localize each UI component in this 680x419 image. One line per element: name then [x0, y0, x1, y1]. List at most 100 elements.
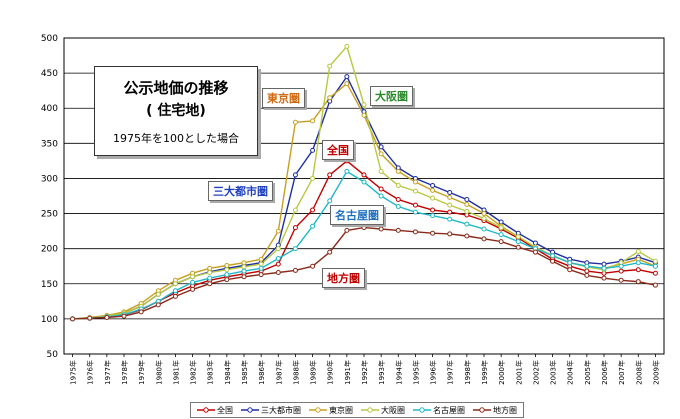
data-point-tokyo	[361, 112, 367, 118]
data-point-nagoya	[464, 221, 470, 227]
data-point-osaka	[172, 281, 178, 287]
data-point-tokyo	[292, 119, 298, 125]
data-point-tokyo	[481, 211, 487, 217]
data-point-sandai	[310, 147, 316, 153]
data-point-tokyo	[275, 228, 281, 234]
data-point-chiho	[395, 227, 401, 233]
data-point-osaka	[155, 291, 161, 297]
x-tick-label: 1983年	[206, 360, 215, 385]
chart-subtitle: ( 住宅地)	[146, 103, 206, 119]
data-point-chiho	[447, 231, 453, 237]
data-point-sandai	[464, 197, 470, 203]
data-point-nagoya	[515, 239, 521, 245]
data-point-chiho	[121, 313, 127, 319]
data-point-zenkoku	[275, 261, 281, 267]
x-tick-label: 2009年	[651, 360, 660, 385]
chart-note: 1975年を100とした場合	[113, 132, 239, 145]
x-tick-label: 1995年	[411, 360, 420, 385]
x-tick-label: 1984年	[223, 360, 232, 385]
data-point-zenkoku	[412, 202, 418, 208]
annotation-sandai: 三大都市圏	[208, 181, 273, 201]
data-point-sandai	[601, 261, 607, 267]
data-point-nagoya	[550, 253, 556, 259]
data-point-zenkoku	[618, 268, 624, 274]
data-point-chiho	[361, 225, 367, 231]
y-tick-label: 200	[41, 245, 58, 255]
data-point-tokyo	[378, 151, 384, 157]
data-point-osaka	[430, 195, 436, 201]
data-point-tokyo	[464, 201, 470, 207]
data-point-chiho	[532, 249, 538, 255]
data-point-chiho	[430, 230, 436, 236]
legend-swatch	[309, 407, 327, 413]
data-point-nagoya	[275, 255, 281, 261]
x-tick-label: 1986年	[257, 360, 266, 385]
x-tick-label: 2002年	[531, 360, 540, 385]
data-point-nagoya	[498, 232, 504, 238]
annotation-tokyo: 東京圏	[262, 88, 305, 108]
data-point-tokyo	[207, 265, 213, 271]
legend-swatch	[473, 407, 491, 413]
annotation-nagoya: 名古屋圏	[330, 205, 384, 225]
data-point-chiho	[327, 249, 333, 255]
data-point-chiho	[378, 226, 384, 232]
data-point-nagoya	[618, 263, 624, 269]
data-point-tokyo	[430, 187, 436, 193]
x-tick-label: 1981年	[171, 360, 180, 385]
data-point-nagoya	[310, 223, 316, 229]
series-points	[70, 43, 658, 322]
data-point-osaka	[344, 43, 350, 49]
x-tick-label: 1985年	[240, 360, 249, 385]
data-point-osaka	[190, 274, 196, 280]
y-tick-label: 150	[41, 280, 58, 290]
data-point-nagoya	[172, 288, 178, 294]
x-tick-label: 1994年	[394, 360, 403, 385]
data-point-osaka	[224, 267, 230, 273]
chart-legend: 全国 三大都市圏 東京圏 大阪圏 名古屋圏 地方圏	[190, 402, 524, 418]
series-line-nagoya	[72, 170, 656, 320]
data-point-nagoya	[344, 168, 350, 174]
data-point-sandai	[532, 240, 538, 246]
data-point-chiho	[464, 233, 470, 239]
annotation-osaka: 大阪圏	[370, 86, 413, 106]
data-point-nagoya	[430, 213, 436, 219]
legend-swatch	[197, 407, 215, 413]
data-point-chiho	[618, 277, 624, 283]
data-point-sandai	[292, 172, 298, 178]
data-point-osaka	[652, 258, 658, 264]
chart-title: 公示地価の推移	[123, 79, 229, 97]
x-tick-label: 2004年	[566, 360, 575, 385]
data-point-sandai	[344, 74, 350, 80]
data-point-chiho	[344, 227, 350, 233]
data-point-tokyo	[327, 95, 333, 101]
y-tick-label: 50	[47, 350, 59, 360]
x-tick-label: 1992年	[360, 360, 369, 385]
data-point-zenkoku	[378, 186, 384, 192]
x-tick-label: 2007年	[617, 360, 626, 385]
x-axis-ticks: 1975年 1976年 1977年 1978年 1979年 1980年 1981年 1982年…	[69, 354, 660, 385]
data-point-tokyo	[412, 179, 418, 185]
data-point-chiho	[567, 267, 573, 273]
x-tick-label: 2001年	[514, 360, 523, 385]
data-point-osaka	[395, 182, 401, 188]
data-point-osaka	[378, 168, 384, 174]
x-tick-label: 1990年	[326, 360, 335, 385]
data-point-tokyo	[395, 168, 401, 174]
data-point-nagoya	[241, 268, 247, 274]
data-point-osaka	[635, 248, 641, 254]
data-point-osaka	[258, 261, 264, 267]
data-point-chiho	[275, 270, 281, 276]
data-point-sandai	[378, 144, 384, 150]
x-tick-label: 2005年	[583, 360, 592, 385]
data-point-chiho	[412, 229, 418, 235]
x-tick-label: 2006年	[600, 360, 609, 385]
data-point-chiho	[155, 302, 161, 308]
data-point-tokyo	[447, 194, 453, 200]
x-tick-label: 1976年	[86, 360, 95, 385]
data-point-nagoya	[258, 265, 264, 271]
data-point-zenkoku	[361, 172, 367, 178]
data-point-nagoya	[207, 275, 213, 281]
data-point-nagoya	[481, 226, 487, 232]
x-tick-label: 1993年	[377, 360, 386, 385]
data-point-sandai	[430, 182, 436, 188]
